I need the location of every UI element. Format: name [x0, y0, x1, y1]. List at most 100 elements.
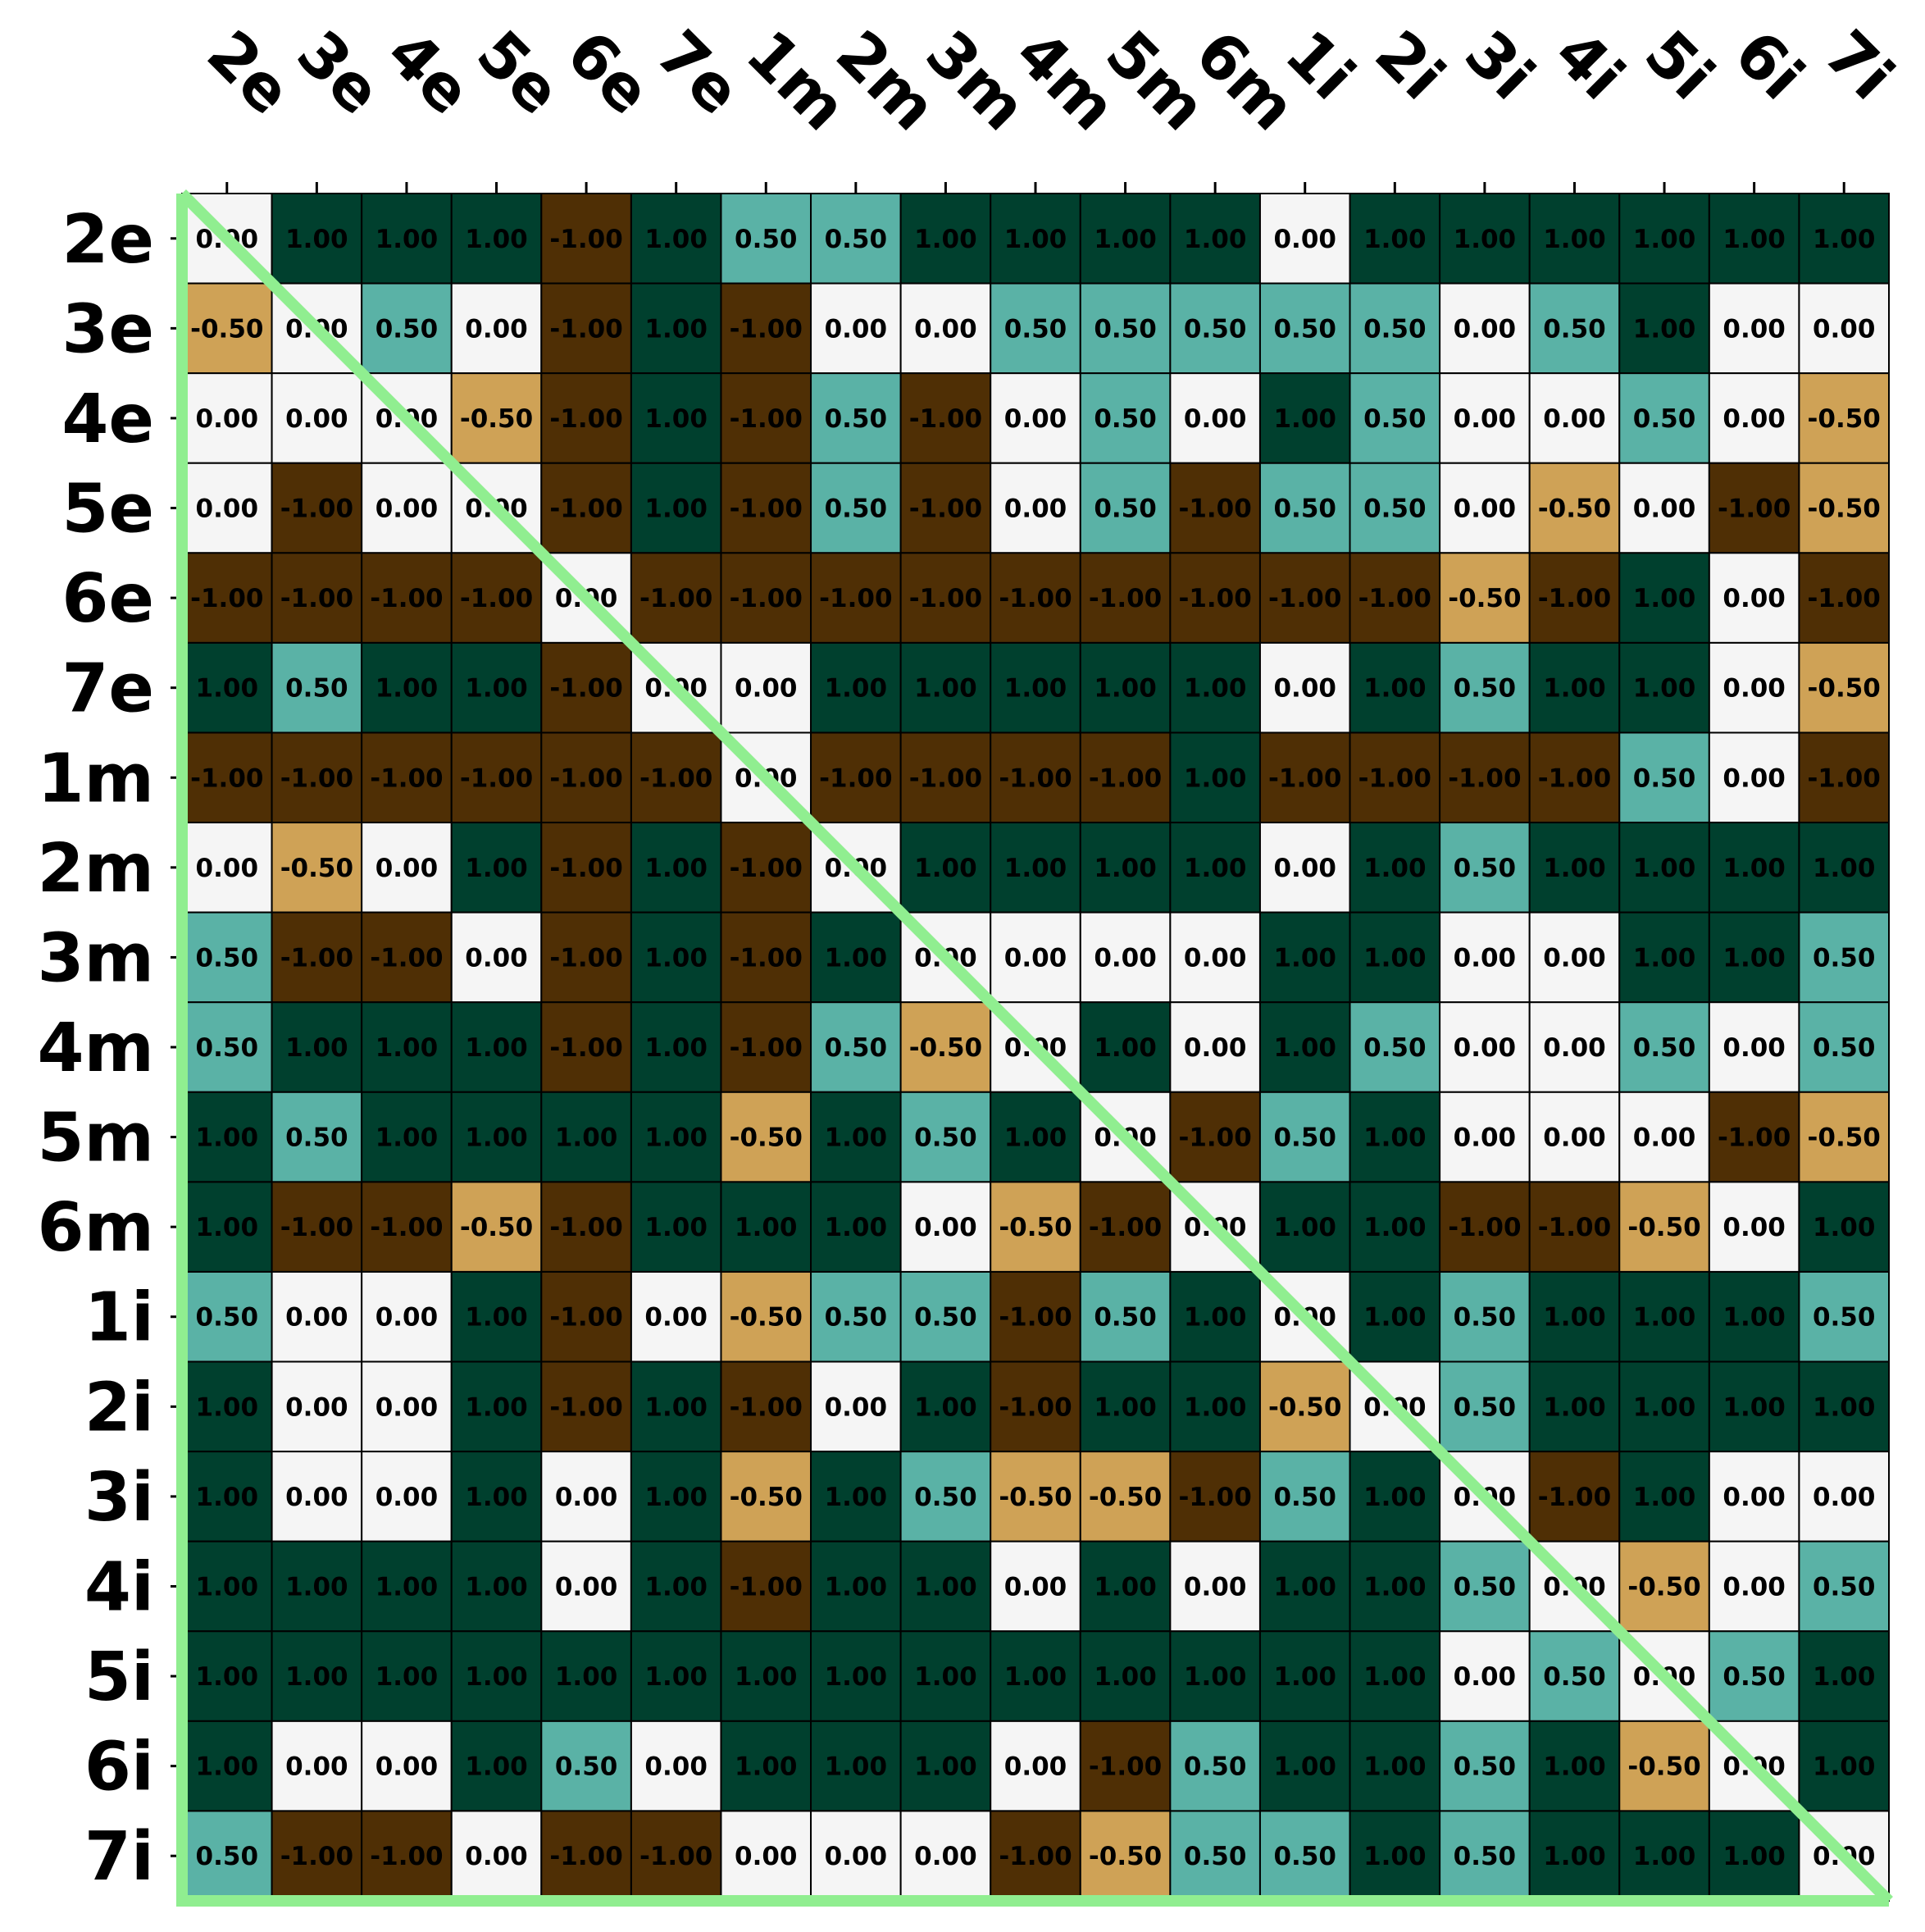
cell-value-label: 1.00: [375, 1123, 439, 1153]
cell-value-label: -1.00: [549, 225, 622, 254]
heatmap-cell: [450, 1270, 543, 1363]
cell-value-label: -1.00: [280, 1213, 353, 1242]
cell-value-label: -1.00: [549, 1392, 622, 1422]
cell-value-label: 0.00: [735, 1842, 798, 1871]
cell-value-label: 1.00: [1184, 763, 1247, 793]
heatmap-cell: [271, 1181, 363, 1273]
cell-value-label: 0.50: [1363, 494, 1427, 524]
heatmap-cell: [1798, 1181, 1891, 1273]
cell-value-label: 0.00: [1543, 943, 1606, 973]
cell-value-label: 1.00: [1184, 1662, 1247, 1692]
heatmap-cell: [450, 731, 543, 824]
heatmap-cell: [1079, 911, 1172, 1004]
heatmap-cell: [361, 1720, 453, 1812]
cell-value-label: -1.00: [549, 763, 622, 793]
cell-value-label: 0.00: [375, 1392, 439, 1422]
cell-value-label: 0.00: [825, 1392, 888, 1422]
cell-value-label: -0.50: [909, 1033, 982, 1063]
heatmap-cell: [1528, 1720, 1621, 1812]
heatmap-cell: [1708, 641, 1800, 734]
cell-value-label: -1.00: [999, 1303, 1072, 1333]
cell-value-label: -1.00: [549, 943, 622, 973]
heatmap-cell: [181, 641, 273, 734]
heatmap-cell: [181, 1720, 273, 1812]
heatmap-cell: [1169, 1630, 1261, 1722]
cell-value-label: 0.00: [914, 314, 977, 344]
cell-value-label: 1.00: [1633, 1392, 1696, 1422]
cell-value-label: -1.00: [999, 584, 1072, 613]
cell-value-label: -1.00: [280, 494, 353, 524]
cell-value-label: 0.50: [1454, 1572, 1517, 1602]
cell-value-label: 0.00: [375, 494, 439, 524]
heatmap-cell: [450, 282, 543, 375]
heatmap-cell: [450, 1451, 543, 1542]
cell-value-label: 0.00: [1454, 1662, 1517, 1692]
cell-value-label: 1.00: [914, 854, 977, 883]
cell-value-label: 1.00: [285, 1662, 348, 1692]
heatmap-cell: [720, 1360, 812, 1453]
heatmap-cell: [540, 731, 632, 824]
heatmap-cell: [720, 372, 812, 464]
heatmap-cell: [1618, 641, 1710, 734]
cell-value-label: 0.00: [1004, 404, 1067, 434]
x-tick-label: 2i: [1362, 16, 1459, 114]
heatmap-cell: [450, 372, 543, 464]
cell-value-label: 0.00: [1004, 494, 1067, 524]
heatmap-cell: [810, 1810, 902, 1902]
cell-value-label: 1.00: [914, 225, 977, 254]
cell-value-label: 0.50: [1363, 1033, 1427, 1063]
heatmap-cell: [810, 462, 902, 554]
cell-value-label: 1.00: [644, 404, 708, 434]
y-tick-label: 2i: [84, 1369, 154, 1447]
heatmap-cell: [450, 641, 543, 734]
cell-value-label: 1.00: [465, 225, 528, 254]
heatmap-cell: [450, 1630, 543, 1722]
heatmap-cell: [720, 1720, 812, 1812]
heatmap-cell: [1079, 462, 1172, 554]
cell-value-label: 1.00: [644, 943, 708, 973]
heatmap-cell: [450, 1001, 543, 1093]
heatmap-cell: [450, 1720, 543, 1812]
cell-value-label: 1.00: [914, 1392, 977, 1422]
cell-value-label: 1.00: [825, 674, 888, 704]
cell-value-label: 0.50: [1813, 1303, 1876, 1333]
cell-value-label: 0.50: [1273, 1123, 1336, 1153]
heatmap-cell: [540, 372, 632, 464]
x-tick-label: 6i: [1721, 16, 1818, 114]
cell-value-label: 1.00: [1543, 1303, 1606, 1333]
heatmap-cell: [1798, 372, 1891, 464]
cell-value-label: 1.00: [1273, 943, 1336, 973]
cell-value-label: -1.00: [1538, 1483, 1611, 1512]
cell-value-label: 1.00: [465, 1752, 528, 1782]
cell-value-label: -1.00: [549, 404, 622, 434]
y-tick-label: 2e: [61, 201, 154, 279]
cell-value-label: 0.50: [196, 1842, 259, 1871]
heatmap-cell: [630, 1630, 722, 1722]
heatmap-cell: [361, 1360, 453, 1453]
cell-value-label: 0.00: [465, 314, 528, 344]
overlay: [176, 189, 1893, 1907]
cell-value-label: 0.50: [1722, 1662, 1786, 1692]
cell-value-label: -1.00: [549, 674, 622, 704]
heatmap-cell: [1439, 552, 1531, 644]
cell-value-label: 0.50: [1633, 763, 1696, 793]
heatmap-cell: [361, 1270, 453, 1363]
heatmap-cell: [1798, 731, 1891, 824]
heatmap-cell: [1618, 822, 1710, 914]
cell-value-label: 0.50: [1363, 314, 1427, 344]
cell-value-label: 0.00: [1722, 1213, 1786, 1242]
cell-value-label: 0.00: [285, 1483, 348, 1512]
cell-value-label: 0.50: [375, 314, 439, 344]
heatmap-cell: [899, 1360, 992, 1453]
cell-value-label: 0.00: [555, 1572, 618, 1602]
cell-value-label: -0.50: [730, 1303, 803, 1333]
cell-value-label: 0.00: [1813, 314, 1876, 344]
heatmap-cell: [271, 731, 363, 824]
heatmap-cell: [899, 731, 992, 824]
cell-value-label: -1.00: [1178, 584, 1251, 613]
cell-value-label: -1.00: [1089, 584, 1162, 613]
cell-value-label: 0.00: [375, 1752, 439, 1782]
cell-value-label: 1.00: [1633, 584, 1696, 613]
heatmap-cell: [1708, 1360, 1800, 1453]
cell-value-label: 1.00: [285, 1033, 348, 1063]
